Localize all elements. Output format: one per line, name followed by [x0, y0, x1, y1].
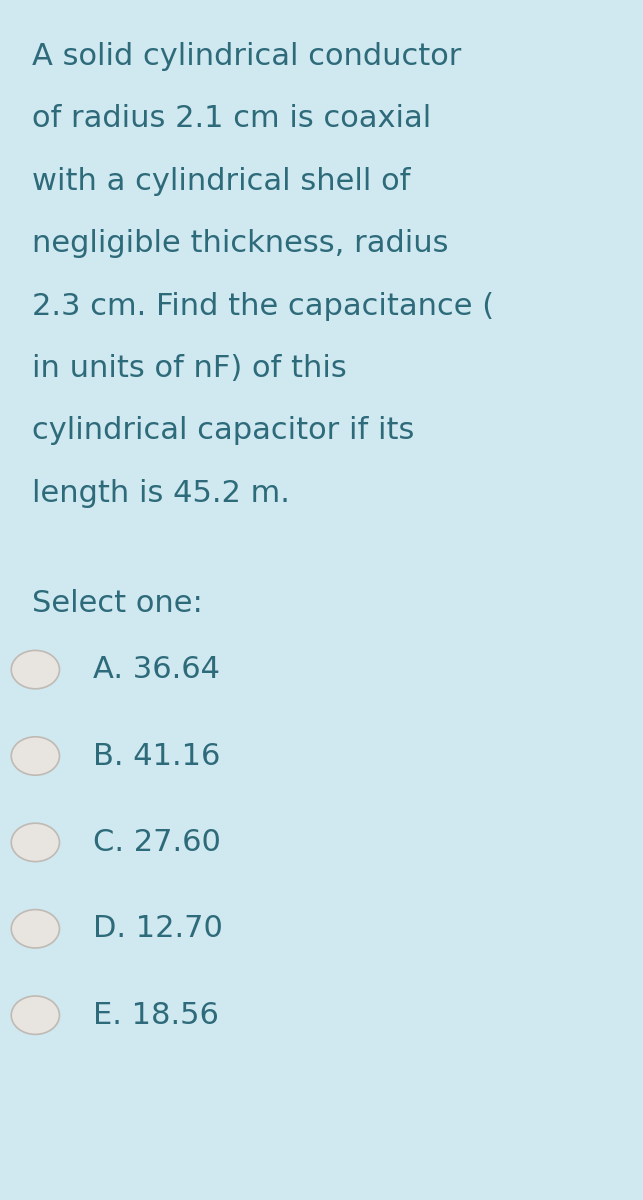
Ellipse shape: [12, 650, 60, 689]
Ellipse shape: [12, 996, 60, 1034]
Text: A solid cylindrical conductor: A solid cylindrical conductor: [32, 42, 462, 71]
Text: 2.3 cm. Find the capacitance (: 2.3 cm. Find the capacitance (: [32, 292, 494, 320]
Ellipse shape: [12, 737, 60, 775]
Text: Select one:: Select one:: [32, 589, 203, 618]
Text: C. 27.60: C. 27.60: [93, 828, 221, 857]
Text: cylindrical capacitor if its: cylindrical capacitor if its: [32, 416, 415, 445]
Text: length is 45.2 m.: length is 45.2 m.: [32, 479, 290, 508]
Text: A. 36.64: A. 36.64: [93, 655, 221, 684]
Ellipse shape: [12, 910, 60, 948]
Text: negligible thickness, radius: negligible thickness, radius: [32, 229, 449, 258]
Text: with a cylindrical shell of: with a cylindrical shell of: [32, 167, 410, 196]
Text: in units of nF) of this: in units of nF) of this: [32, 354, 347, 383]
Ellipse shape: [12, 823, 60, 862]
Text: of radius 2.1 cm is coaxial: of radius 2.1 cm is coaxial: [32, 104, 431, 133]
Text: E. 18.56: E. 18.56: [93, 1001, 219, 1030]
Text: B. 41.16: B. 41.16: [93, 742, 221, 770]
Text: D. 12.70: D. 12.70: [93, 914, 223, 943]
